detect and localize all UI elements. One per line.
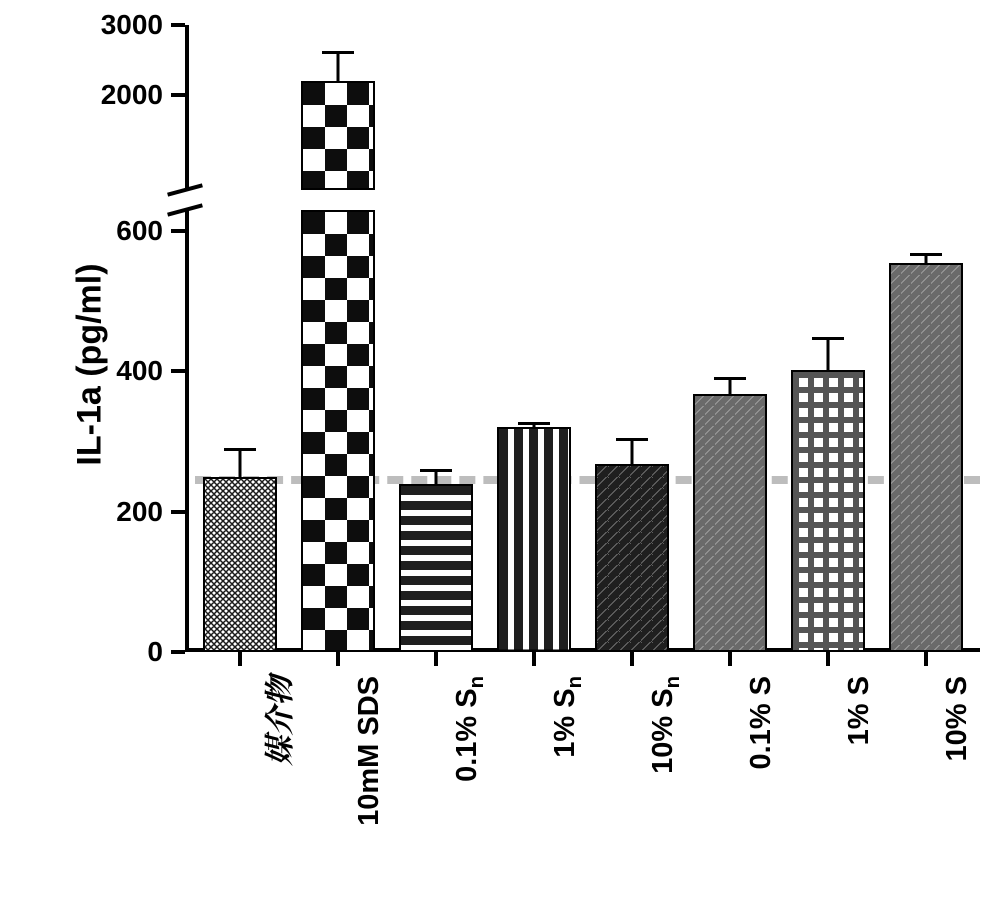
bar [301,81,375,190]
bar [791,370,865,652]
y-tick [171,510,185,514]
error-bar [435,470,438,484]
category-label: 1% S [843,676,876,745]
category-label: 0.1% S [745,676,778,770]
error-bar [827,338,830,370]
x-tick [728,652,732,666]
error-bar-cap [420,469,452,472]
error-bar-cap [224,448,256,451]
x-tick [238,652,242,666]
error-bar-cap [616,438,648,441]
bar [595,464,669,652]
y-tick-label: 400 [0,355,163,387]
y-tick [171,369,185,373]
bar [889,263,963,652]
error-bar-cap [322,51,354,54]
x-tick [924,652,928,666]
bar [301,210,375,652]
y-tick [171,23,185,27]
x-tick [532,652,536,666]
error-bar-cap [910,253,942,256]
error-bar [337,52,340,81]
error-bar-cap [812,337,844,340]
y-tick-label: 3000 [0,9,163,41]
x-tick [434,652,438,666]
error-bar [631,439,634,464]
x-tick [630,652,634,666]
error-bar-cap [518,422,550,425]
bar [693,394,767,652]
category-label: 0.1% Sn [451,676,489,782]
y-tick-label: 2000 [0,79,163,111]
x-tick [336,652,340,666]
category-label: 1% Sn [549,676,587,758]
y-tick-label: 0 [0,636,163,668]
category-label: 10mM SDS [353,676,386,826]
category-label: 媒介物 [255,676,299,766]
error-bar [239,449,242,477]
error-bar-cap [714,377,746,380]
bar [497,427,571,652]
y-tick [171,650,185,654]
y-tick-label: 600 [0,215,163,247]
y-tick [171,93,185,97]
bar [203,477,277,652]
bar [399,484,473,652]
x-tick [826,652,830,666]
y-tick [171,229,185,233]
category-label: 10% S [941,676,974,761]
error-bar [729,378,732,393]
y-tick-label: 200 [0,496,163,528]
category-label: 10% Sn [647,676,685,774]
il1a-bar-chart: IL-1a (pg/ml) 020040060020003000媒介物10mM … [0,0,1000,924]
